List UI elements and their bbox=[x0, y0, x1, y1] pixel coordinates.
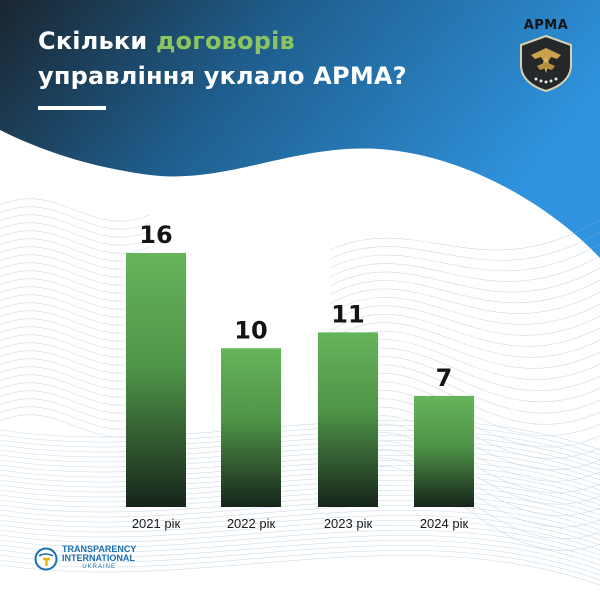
bar-2023 bbox=[318, 332, 378, 507]
arma-shield-icon bbox=[520, 34, 572, 93]
ti-globe-icon bbox=[34, 547, 58, 570]
data-label: 10 bbox=[234, 316, 267, 344]
transparency-international-logo: TRANSPARENCY INTERNATIONAL UKRAINE bbox=[34, 545, 136, 572]
title-accent-word: договорів bbox=[155, 27, 295, 55]
ti-name-line-2: INTERNATIONAL bbox=[62, 553, 135, 563]
ti-name-line-1: TRANSPARENCY bbox=[62, 544, 137, 554]
page-title-line-2: управління уклало АРМА? bbox=[38, 62, 407, 90]
bar-2024 bbox=[414, 395, 474, 507]
data-label: 11 bbox=[331, 300, 364, 328]
x-tick-label: 2021 рік bbox=[132, 516, 181, 531]
x-tick-label: 2024 рік bbox=[420, 516, 469, 531]
header-band bbox=[0, 0, 600, 258]
ti-country: UKRAINE bbox=[82, 564, 116, 570]
title-underline bbox=[38, 106, 106, 110]
data-label: 7 bbox=[436, 364, 453, 392]
data-label: 16 bbox=[139, 221, 172, 249]
title-text: Скільки bbox=[38, 27, 156, 55]
x-tick-label: 2022 рік bbox=[227, 516, 276, 531]
page-title-line-1: Скільки договорів bbox=[38, 27, 295, 55]
bar-2022 bbox=[221, 348, 281, 507]
x-tick-label: 2023 рік bbox=[324, 516, 373, 531]
arma-logo: АРМА bbox=[517, 18, 575, 98]
arma-logo-text: АРМА bbox=[523, 18, 569, 33]
bar-2021 bbox=[126, 253, 186, 507]
